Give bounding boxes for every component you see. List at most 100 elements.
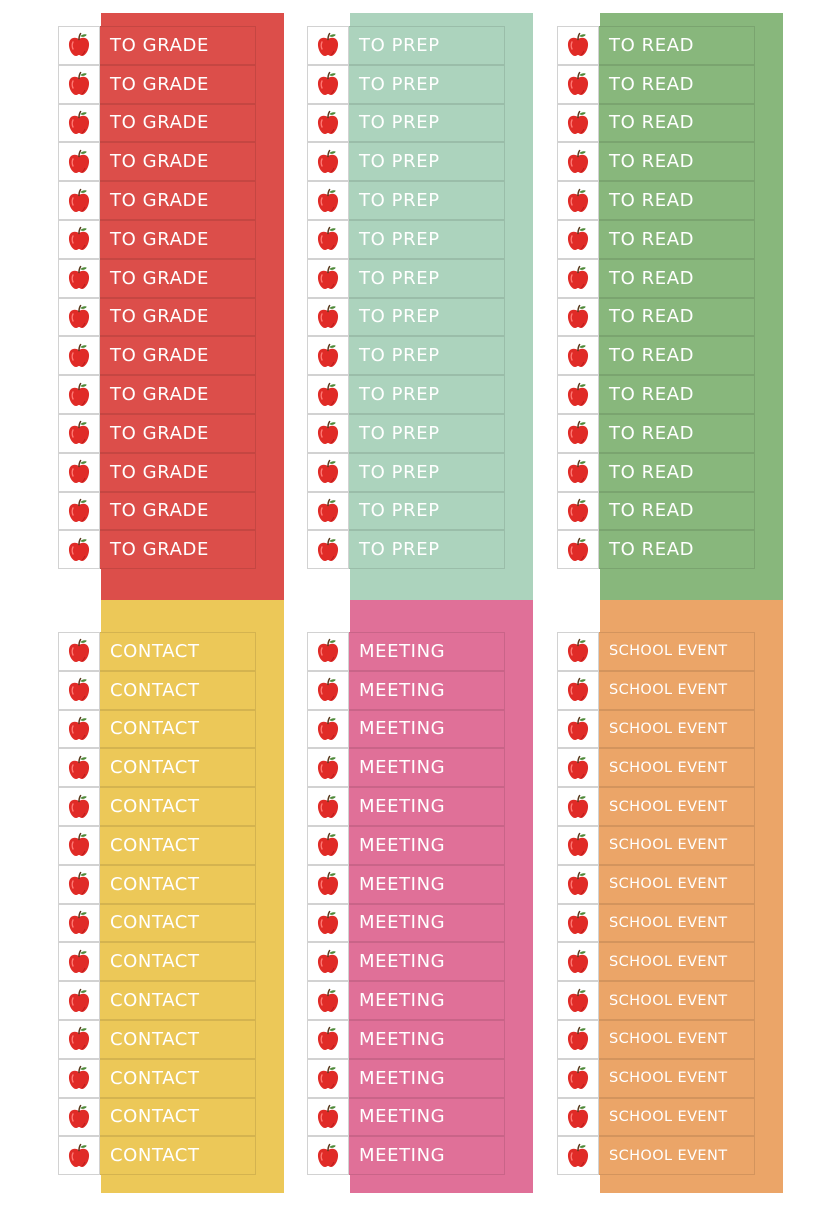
sticker-label: SCHOOL EVENT (599, 826, 755, 865)
sticker-row: TO PREP (307, 452, 505, 492)
sticker-row: SCHOOL EVENT (557, 670, 755, 710)
apple-icon-cell (557, 632, 599, 671)
apple-icon-cell (557, 142, 599, 182)
sticker-row: TO PREP (307, 336, 505, 376)
sticker-row: TO READ (557, 491, 755, 531)
apple-icon-cell (557, 414, 599, 453)
apple-icon-cell (307, 1097, 349, 1137)
sticker-label: TO PREP (349, 220, 505, 259)
sticker-row: TO READ (557, 103, 755, 143)
sticker-label: SCHOOL EVENT (599, 981, 755, 1020)
sticker-label: CONTACT (100, 1020, 256, 1059)
apple-icon (317, 421, 339, 445)
apple-icon (567, 833, 589, 857)
apple-icon-cell (307, 1136, 349, 1176)
sticker-label: TO PREP (349, 297, 505, 337)
sticker-label: TO PREP (349, 336, 505, 376)
sticker-label: CONTACT (100, 1097, 256, 1137)
apple-icon-cell (557, 787, 599, 826)
apple-icon (317, 72, 339, 96)
apple-icon (68, 266, 90, 290)
sticker-label: SCHOOL EVENT (599, 864, 755, 904)
apple-icon (317, 1104, 339, 1128)
sticker-row: SCHOOL EVENT (557, 942, 755, 982)
apple-icon-cell (58, 864, 100, 904)
apple-icon-cell (557, 258, 599, 298)
apple-icon (317, 1066, 339, 1090)
apple-icon-cell (58, 632, 100, 671)
sticker-row: CONTACT (58, 1020, 256, 1059)
apple-icon-cell (58, 670, 100, 710)
apple-icon-cell (58, 297, 100, 337)
apple-icon (68, 949, 90, 973)
apple-icon (567, 343, 589, 367)
sticker-label: SCHOOL EVENT (599, 903, 755, 943)
sticker-row: TO GRADE (58, 530, 256, 570)
sticker-row: CONTACT (58, 709, 256, 749)
sticker-label: MEETING (349, 787, 505, 826)
apple-icon (317, 988, 339, 1012)
sticker-row: TO PREP (307, 297, 505, 337)
apple-icon-cell (58, 452, 100, 492)
apple-icon (68, 1027, 90, 1051)
sticker-label: MEETING (349, 748, 505, 788)
apple-icon (567, 266, 589, 290)
apple-icon (567, 72, 589, 96)
sticker-label: TO PREP (349, 181, 505, 220)
sticker-label: MEETING (349, 981, 505, 1020)
apple-icon-cell (307, 670, 349, 710)
sticker-row: SCHOOL EVENT (557, 787, 755, 826)
sticker-label: TO READ (599, 297, 755, 337)
apple-icon-cell (58, 491, 100, 531)
apple-icon-cell (58, 220, 100, 259)
apple-icon (68, 227, 90, 251)
sticker-row: TO GRADE (58, 220, 256, 259)
apple-icon-cell (307, 1020, 349, 1059)
sticker-label: TO READ (599, 181, 755, 220)
sticker-label: MEETING (349, 632, 505, 671)
apple-icon-cell (307, 709, 349, 749)
sticker-row: TO PREP (307, 142, 505, 182)
sticker-row: MEETING (307, 903, 505, 943)
sticker-row: CONTACT (58, 748, 256, 788)
sticker-label: SCHOOL EVENT (599, 942, 755, 982)
sticker-row: TO GRADE (58, 142, 256, 182)
sticker-label: MEETING (349, 1020, 505, 1059)
sticker-label: TO GRADE (100, 375, 256, 414)
sticker-label: TO PREP (349, 26, 505, 65)
sticker-row: CONTACT (58, 903, 256, 943)
sticker-row: TO GRADE (58, 64, 256, 104)
apple-icon-cell (557, 1058, 599, 1098)
sticker-label: TO READ (599, 336, 755, 376)
apple-icon (317, 266, 339, 290)
apple-icon (567, 794, 589, 818)
apple-icon (567, 1143, 589, 1167)
sticker-row: MEETING (307, 748, 505, 788)
sticker-row: TO GRADE (58, 26, 256, 65)
sticker-label: SCHOOL EVENT (599, 787, 755, 826)
apple-icon-cell (307, 787, 349, 826)
sticker-label: TO PREP (349, 103, 505, 143)
sticker-row: MEETING (307, 670, 505, 710)
sticker-row: MEETING (307, 1097, 505, 1137)
apple-icon-cell (557, 297, 599, 337)
apple-icon (567, 537, 589, 561)
apple-icon (68, 988, 90, 1012)
apple-icon-cell (58, 375, 100, 414)
apple-icon (317, 833, 339, 857)
apple-icon-cell (557, 670, 599, 710)
sticker-row: TO READ (557, 220, 755, 259)
apple-icon-cell (58, 1097, 100, 1137)
apple-icon (68, 537, 90, 561)
sticker-row: MEETING (307, 826, 505, 865)
sticker-row: MEETING (307, 632, 505, 671)
apple-icon (567, 716, 589, 740)
sticker-label: TO PREP (349, 452, 505, 492)
apple-icon (68, 460, 90, 484)
sticker-row: TO GRADE (58, 258, 256, 298)
sticker-row: TO PREP (307, 375, 505, 414)
apple-icon (567, 1066, 589, 1090)
apple-icon-cell (307, 632, 349, 671)
sticker-row: MEETING (307, 1020, 505, 1059)
apple-icon-cell (307, 297, 349, 337)
